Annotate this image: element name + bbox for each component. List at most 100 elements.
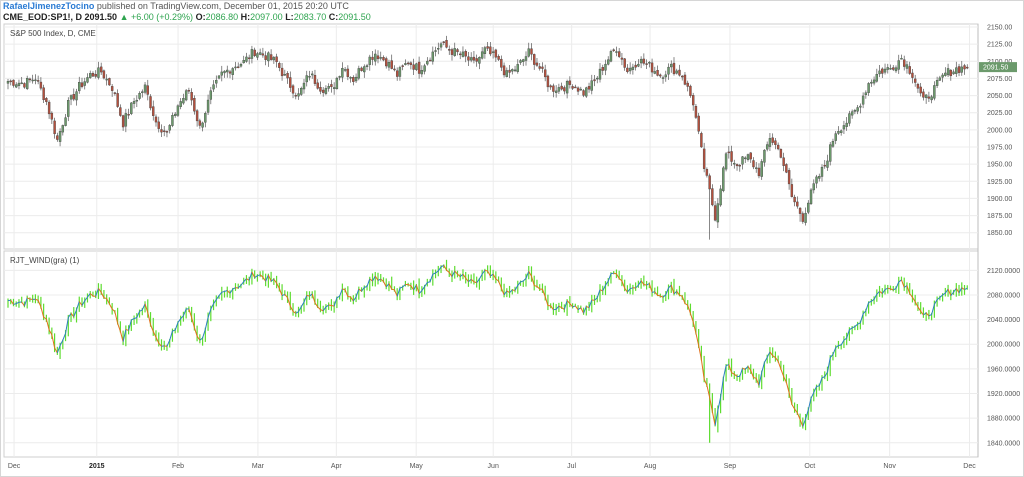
last-price-badge — [979, 62, 1017, 73]
price-pane-title: S&P 500 Index, D, CME — [10, 29, 96, 38]
candle-body — [58, 131, 62, 142]
high-label: H: — [240, 12, 251, 22]
wind-line-segment — [43, 316, 47, 320]
candle-body — [656, 70, 659, 76]
wind-line-segment — [613, 272, 617, 275]
candle-body — [431, 51, 435, 62]
candle-body — [524, 56, 528, 61]
candle-body — [28, 78, 32, 81]
wind-line-segment — [744, 366, 749, 370]
candle-body — [116, 93, 119, 107]
candle-body — [434, 50, 437, 52]
candle-body — [215, 79, 218, 84]
wind-line-segment — [470, 278, 475, 283]
candle-body — [604, 63, 607, 71]
wind-line-segment — [421, 286, 426, 291]
candle-body — [853, 110, 857, 112]
candle-body — [371, 56, 374, 60]
candle-body — [571, 86, 574, 89]
candle-body — [626, 67, 629, 73]
wind-line-segment — [333, 297, 338, 307]
candle-body — [579, 88, 583, 91]
candle-body — [689, 85, 692, 96]
wind-line-segment — [468, 278, 472, 283]
candle-body — [864, 92, 868, 96]
wind-line-segment — [528, 271, 532, 277]
candle-body — [365, 65, 369, 68]
candle-body — [642, 58, 646, 64]
candle-body — [267, 52, 270, 62]
wind-line-segment — [679, 294, 683, 297]
wind-line-segment — [936, 297, 941, 301]
wind-line-segment — [895, 281, 900, 289]
candle-body — [42, 87, 45, 101]
wind-line-segment — [563, 300, 568, 310]
wind-line-segment — [265, 274, 269, 282]
wind-line-segment — [961, 287, 965, 291]
wind-line-segment — [534, 285, 538, 287]
price-tick-label: 1975.00 — [987, 145, 1012, 152]
wind-line-segment — [103, 297, 107, 300]
wind-line-segment — [947, 288, 952, 296]
candle-body — [634, 64, 637, 68]
wind-line-segment — [21, 301, 25, 307]
candle-body — [45, 98, 48, 102]
candle-body — [908, 66, 911, 74]
candle-body — [130, 102, 133, 114]
candle-body — [497, 56, 500, 60]
wind-line-segment — [522, 277, 527, 282]
wind-line-segment — [942, 292, 946, 296]
close-value: 2091.50 — [338, 12, 371, 22]
wind-line-segment — [226, 290, 231, 294]
candle-body — [850, 111, 854, 116]
candle-body — [272, 57, 276, 61]
wind-line-segment — [202, 329, 206, 339]
candle-body — [119, 107, 122, 116]
wind-line-segment — [769, 351, 774, 356]
author-link[interactable]: RafaelJimenezTocino — [3, 1, 95, 11]
candle-body — [20, 82, 23, 85]
candle-body — [587, 86, 591, 90]
candle-body — [807, 202, 810, 213]
wind-line-segment — [270, 278, 275, 282]
candle-body — [560, 85, 563, 90]
candle-body — [360, 67, 363, 71]
candle-body — [582, 90, 585, 96]
candle-body — [75, 91, 78, 101]
wind-line-segment — [150, 324, 154, 332]
candle-body — [774, 140, 777, 145]
candle-body — [382, 57, 385, 61]
symbol-label[interactable]: CME_EOD:SP1!, D — [3, 12, 83, 22]
candle-body — [733, 162, 736, 165]
candle-body — [533, 54, 536, 65]
candle-body — [960, 66, 963, 73]
last-price-badge-text: 2091.50 — [983, 65, 1008, 72]
candle-body — [870, 81, 873, 84]
wind-line-segment — [454, 270, 458, 275]
candle-body — [450, 49, 454, 55]
wind-line-segment — [753, 377, 757, 379]
candle-body — [50, 112, 54, 120]
wind-line-segment — [627, 288, 631, 293]
wind-line-segment — [15, 301, 20, 305]
wind-line-segment — [780, 368, 785, 377]
candle-body — [779, 148, 783, 158]
wind-line-segment — [410, 285, 415, 291]
wind-line-segment — [953, 288, 957, 293]
x-tick-label: Dec — [8, 463, 21, 470]
candle-body — [919, 86, 922, 94]
candle-body — [790, 184, 794, 197]
candle-body — [461, 51, 465, 57]
wind-line-segment — [45, 318, 50, 330]
last-price: 2091.50 — [84, 12, 118, 22]
open-label: O: — [195, 12, 206, 22]
candle-body — [64, 117, 67, 126]
candle-body — [491, 51, 495, 53]
candle-body — [776, 144, 780, 150]
wind-line-segment — [37, 300, 42, 308]
candle-body — [294, 95, 297, 97]
candle-body — [245, 56, 248, 62]
candle-body — [247, 57, 251, 59]
wind-line-segment — [273, 278, 278, 284]
